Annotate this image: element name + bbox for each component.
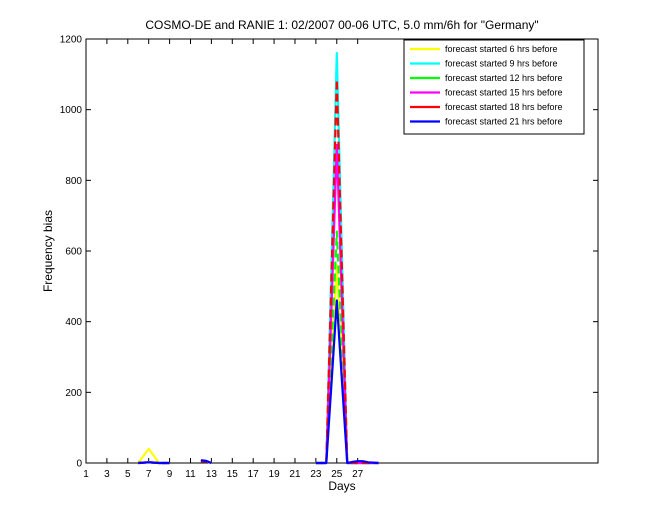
y-tick-label: 200 [65, 388, 82, 399]
x-tick-label: 15 [227, 469, 239, 480]
x-tick-label: 19 [269, 469, 281, 480]
legend-label: forecast started 21 hrs before [445, 117, 563, 127]
legend-label: forecast started 6 hrs before [445, 44, 558, 54]
y-tick-label: 600 [65, 247, 82, 258]
legend: forecast started 6 hrs before forecast st… [403, 39, 585, 135]
y-axis-label: Frequency bias [41, 210, 55, 292]
legend-label: forecast started 15 hrs before [445, 88, 563, 98]
x-tick-label: 1 [83, 469, 89, 480]
x-tick-label: 21 [289, 469, 301, 480]
x-tick-label: 7 [146, 469, 152, 480]
y-tick-label: 1200 [60, 35, 83, 46]
x-tick-label: 9 [167, 469, 173, 480]
series-line [138, 299, 379, 465]
x-tick-label: 11 [185, 469, 196, 480]
axis-ticks: 1 3 5 7 9 11 13 15 17 19 21 23 25 2702004006008001000… [60, 35, 598, 480]
y-tick-label: 800 [65, 176, 82, 187]
chart-title: COSMO-DE and RANIE 1: 02/2007 00-06 UTC,… [145, 18, 538, 32]
x-tick-label: 13 [206, 469, 218, 480]
x-tick-label: 25 [331, 469, 343, 480]
legend-label: forecast started 12 hrs before [445, 73, 563, 83]
x-axis-label: Days [328, 479, 355, 493]
y-tick-label: 0 [76, 459, 82, 470]
legend-label: forecast started 18 hrs before [445, 102, 563, 112]
x-tick-label: 23 [310, 469, 322, 480]
series-lines [137, 52, 379, 465]
legend-label: forecast started 9 hrs before [445, 59, 558, 69]
y-tick-label: 1000 [60, 105, 83, 116]
x-tick-label: 3 [104, 469, 110, 480]
y-tick-label: 400 [65, 317, 82, 328]
x-tick-label: 27 [352, 469, 364, 480]
x-tick-label: 17 [248, 469, 260, 480]
legend-box [403, 39, 585, 135]
x-tick-label: 5 [125, 469, 131, 480]
